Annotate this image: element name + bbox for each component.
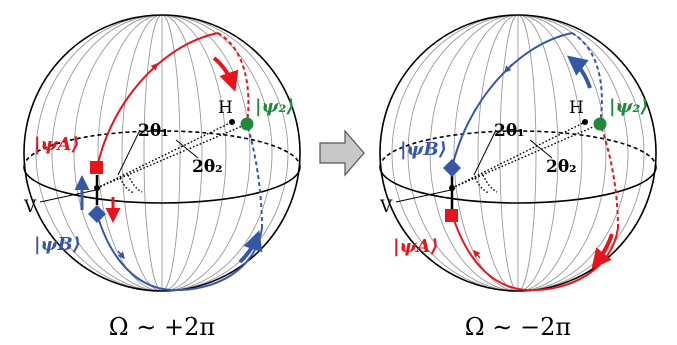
right-h-point	[582, 119, 588, 125]
left-bloch-sphere: H V 2θ₁ 2θ₂ |ψA⟩ |ψB⟩ |ψ₂⟩ Ω ∼ +2π	[23, 14, 301, 341]
left-label-V: V	[23, 197, 37, 217]
left-blue-rotation-arrow	[238, 230, 263, 264]
left-v-point	[94, 185, 100, 191]
left-red-path-front	[96, 32, 219, 169]
right-sphere-outline	[379, 14, 657, 292]
right-ray-psi2	[451, 123, 601, 189]
right-psiB-marker	[443, 159, 461, 177]
left-leader-v	[39, 189, 97, 203]
right-label-H: H	[569, 98, 584, 118]
right-psi2-marker	[593, 117, 607, 131]
left-red-path-back	[217, 32, 250, 125]
right-red-rotation-arrow	[591, 233, 614, 270]
left-equator-front	[23, 166, 301, 204]
left-psi2-marker	[240, 117, 254, 131]
left-psiA-marker	[90, 161, 103, 174]
right-blue-rotation-arrow	[566, 55, 592, 89]
left-label-psi2: |ψ₂⟩	[255, 96, 295, 117]
right-red-path-back	[599, 123, 619, 229]
left-blue-path-back	[246, 123, 263, 229]
left-label-psiA: |ψA⟩	[34, 134, 80, 155]
left-label-H: H	[218, 98, 233, 118]
right-label-psiB: |ψB⟩	[400, 139, 447, 160]
left-blue-path-arrow	[117, 250, 125, 260]
right-label-theta1: 2θ₁	[494, 121, 525, 141]
left-blue-path-front	[96, 213, 171, 291]
left-label-psiB: |ψB⟩	[34, 234, 81, 255]
right-angle-arc2	[482, 174, 498, 193]
right-red-path-arrow	[473, 249, 481, 259]
right-red-path-front2	[525, 227, 619, 292]
left-label-theta2: 2θ₂	[192, 157, 223, 177]
right-leader-theta2	[529, 139, 553, 159]
right-v-point	[449, 185, 455, 191]
right-bloch-sphere: H V 2θ₁ 2θ₂ |ψB⟩ |ψA⟩ |ψ₂⟩ Ω ∼ −2π	[379, 14, 657, 341]
left-psiB-marker	[88, 205, 106, 223]
right-psiA-marker	[445, 209, 458, 222]
right-label-psiA: |ψA⟩	[393, 236, 439, 257]
right-ray-h	[451, 121, 586, 189]
right-leader-v	[395, 189, 452, 203]
left-h-point	[229, 119, 235, 125]
right-equator-back	[379, 130, 657, 168]
left-sphere-outline	[23, 14, 301, 292]
left-label-theta1: 2θ₁	[138, 121, 169, 141]
right-label-psi2: |ψ₂⟩	[609, 96, 649, 117]
right-label-V: V	[379, 197, 393, 217]
right-blue-path-back	[571, 32, 603, 125]
right-angle-arc1	[474, 177, 490, 194]
left-angle-arc2	[127, 174, 143, 193]
left-leader-theta1	[117, 129, 141, 176]
left-red-path-arrow	[149, 62, 158, 73]
right-blue-path-arrow	[504, 63, 513, 74]
left-red-rotation-arrow	[212, 56, 239, 92]
right-caption: Ω ∼ −2π	[465, 313, 571, 341]
right-leader-theta1	[473, 129, 497, 176]
left-equator-back	[23, 130, 301, 168]
right-arrow-icon	[319, 129, 365, 177]
right-blue-path-front	[451, 32, 573, 169]
right-label-theta2: 2θ₂	[546, 157, 577, 177]
left-leader-theta2	[175, 139, 199, 159]
left-caption: Ω ∼ +2π	[109, 313, 215, 341]
left-angle-arc1	[119, 177, 135, 194]
right-red-path-front	[451, 213, 527, 291]
right-equator-front	[379, 166, 657, 204]
